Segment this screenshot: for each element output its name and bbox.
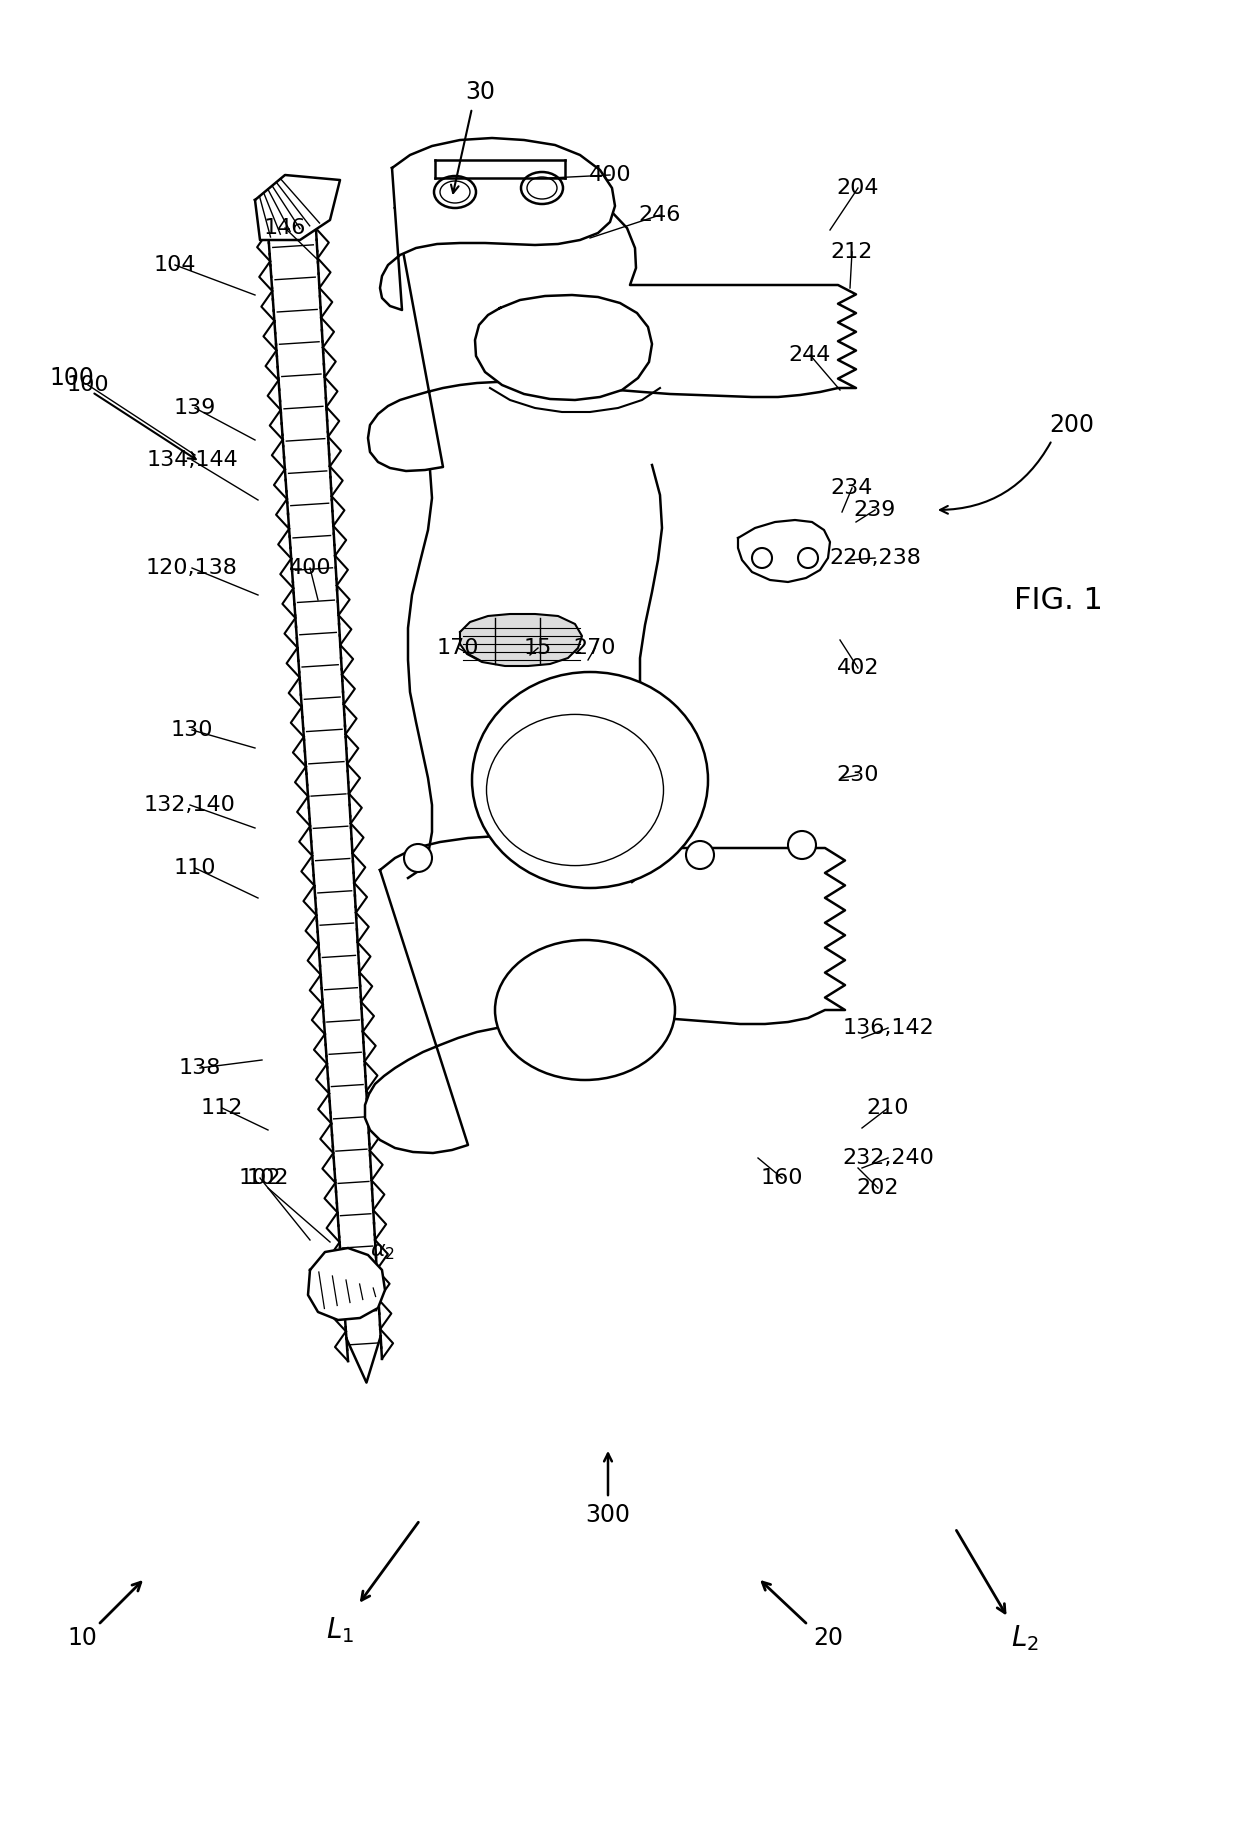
Polygon shape <box>259 261 273 291</box>
Polygon shape <box>295 766 308 797</box>
Polygon shape <box>262 291 274 320</box>
Text: 246: 246 <box>639 204 681 225</box>
Polygon shape <box>335 1331 348 1360</box>
Polygon shape <box>331 1272 343 1302</box>
Polygon shape <box>475 295 652 399</box>
Circle shape <box>404 843 432 873</box>
Polygon shape <box>325 1182 337 1213</box>
Polygon shape <box>272 440 285 469</box>
Polygon shape <box>310 974 322 1005</box>
Text: 212: 212 <box>831 241 873 261</box>
Circle shape <box>686 841 714 869</box>
Circle shape <box>751 549 773 569</box>
Polygon shape <box>738 519 830 582</box>
Text: 110: 110 <box>174 858 216 878</box>
Text: 210: 210 <box>867 1097 909 1117</box>
Circle shape <box>799 549 818 569</box>
Circle shape <box>787 830 816 860</box>
Polygon shape <box>280 558 294 589</box>
Text: 100: 100 <box>67 376 109 396</box>
Text: 270: 270 <box>574 639 616 657</box>
Text: $L_1$: $L_1$ <box>326 1615 355 1644</box>
Ellipse shape <box>472 672 708 887</box>
Polygon shape <box>283 589 295 619</box>
Polygon shape <box>332 1302 346 1331</box>
Text: 170: 170 <box>436 639 479 657</box>
Text: 15: 15 <box>523 639 552 657</box>
Polygon shape <box>299 827 312 856</box>
Polygon shape <box>255 175 340 239</box>
Text: 102: 102 <box>239 1167 281 1187</box>
Text: 136,142: 136,142 <box>842 1018 934 1038</box>
Polygon shape <box>329 1243 342 1272</box>
Polygon shape <box>316 1064 329 1094</box>
Polygon shape <box>270 411 283 440</box>
Polygon shape <box>274 469 286 499</box>
Text: $\alpha_2$: $\alpha_2$ <box>370 1243 394 1261</box>
Text: 202: 202 <box>857 1178 899 1198</box>
Polygon shape <box>304 886 316 915</box>
Polygon shape <box>322 1152 335 1182</box>
Polygon shape <box>289 677 301 707</box>
Text: 100: 100 <box>50 366 94 390</box>
Polygon shape <box>311 1005 325 1035</box>
Text: 402: 402 <box>837 657 879 677</box>
Polygon shape <box>326 1213 340 1243</box>
Text: 112: 112 <box>201 1097 243 1117</box>
Polygon shape <box>268 381 280 411</box>
Polygon shape <box>320 1123 334 1152</box>
Text: 244: 244 <box>789 344 831 365</box>
Text: 234: 234 <box>831 479 873 499</box>
Text: 232,240: 232,240 <box>842 1149 934 1167</box>
Text: 134,144: 134,144 <box>146 449 238 469</box>
Polygon shape <box>365 836 844 1152</box>
Text: 20: 20 <box>813 1626 843 1650</box>
Ellipse shape <box>521 171 563 204</box>
Text: 138: 138 <box>179 1059 221 1079</box>
Polygon shape <box>291 707 304 736</box>
Text: 30: 30 <box>465 79 495 103</box>
Ellipse shape <box>434 177 476 208</box>
Ellipse shape <box>495 941 675 1081</box>
Text: 104: 104 <box>154 256 196 274</box>
Polygon shape <box>460 615 582 666</box>
Polygon shape <box>277 499 289 528</box>
Text: 120,138: 120,138 <box>146 558 238 578</box>
Polygon shape <box>268 228 382 1360</box>
Polygon shape <box>257 232 270 261</box>
Text: 139: 139 <box>174 398 216 418</box>
Polygon shape <box>286 648 300 677</box>
Text: 239: 239 <box>854 501 897 519</box>
Polygon shape <box>308 1248 384 1320</box>
Polygon shape <box>298 797 310 827</box>
Polygon shape <box>265 350 279 381</box>
Text: 230: 230 <box>837 766 879 784</box>
Text: 220,238: 220,238 <box>830 549 921 569</box>
Text: 204: 204 <box>837 179 879 199</box>
Polygon shape <box>293 736 306 766</box>
Polygon shape <box>368 173 856 471</box>
Text: 400: 400 <box>589 166 631 184</box>
Text: 160: 160 <box>761 1167 804 1187</box>
Polygon shape <box>379 138 615 309</box>
Text: 132,140: 132,140 <box>144 795 236 816</box>
Text: FIG. 1: FIG. 1 <box>1013 585 1102 615</box>
Polygon shape <box>305 915 319 944</box>
Polygon shape <box>314 1035 327 1064</box>
Text: 130: 130 <box>171 720 213 740</box>
Text: 400: 400 <box>289 558 331 578</box>
Polygon shape <box>278 528 291 558</box>
Text: 300: 300 <box>585 1502 630 1526</box>
Polygon shape <box>308 944 321 974</box>
Text: 10: 10 <box>67 1626 97 1650</box>
Text: 200: 200 <box>1049 412 1095 436</box>
Text: $L_2$: $L_2$ <box>1011 1624 1039 1653</box>
Polygon shape <box>301 856 315 886</box>
Polygon shape <box>319 1094 331 1123</box>
Text: 146: 146 <box>264 217 306 237</box>
Text: 102: 102 <box>247 1167 289 1187</box>
Polygon shape <box>263 320 277 350</box>
Polygon shape <box>284 619 298 648</box>
